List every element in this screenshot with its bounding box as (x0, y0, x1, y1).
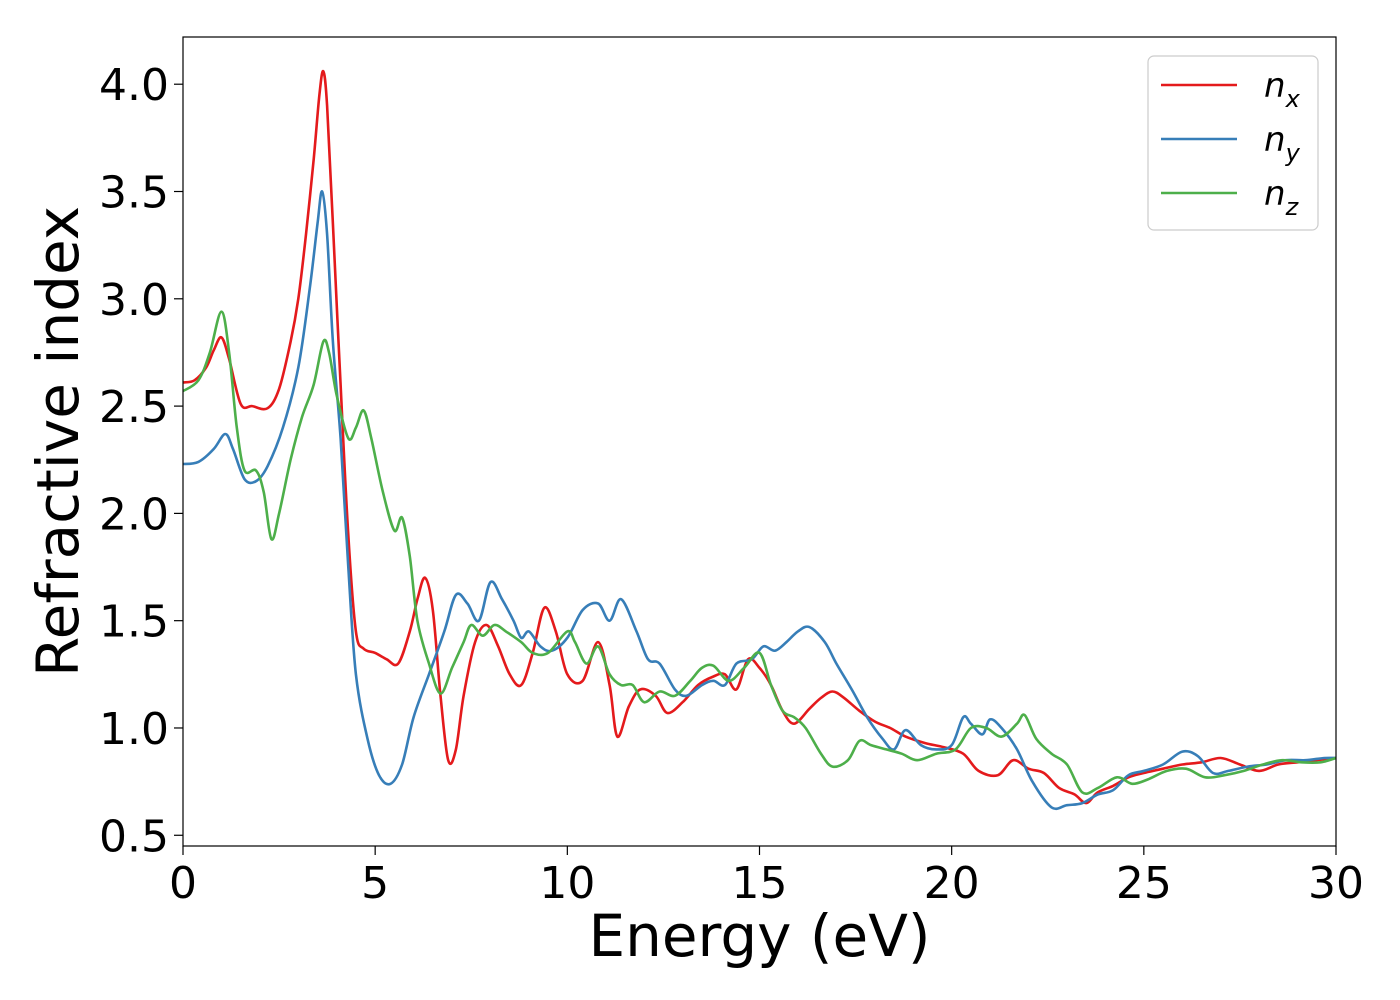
y-tick-label: 3.5 (99, 168, 169, 219)
x-tick-label: 5 (361, 858, 389, 909)
legend-label-subscript: z (1285, 193, 1300, 221)
y-tick-label: 4.0 (99, 60, 169, 111)
legend-box (1147, 55, 1319, 231)
x-tick-label: 10 (539, 858, 595, 909)
legend-label-x: nx (1264, 66, 1301, 113)
series-line-z (183, 310, 1336, 796)
legend-label-subscript: y (1285, 139, 1301, 167)
x-tick-label: 0 (169, 858, 197, 909)
y-tick-label: 1.0 (99, 704, 169, 755)
legend-label-base: n (1264, 66, 1286, 106)
y-tick-label: 0.5 (99, 811, 169, 862)
legend-label-y: ny (1264, 120, 1301, 167)
y-tick-label: 2.5 (99, 382, 169, 433)
y-tick-label: 1.5 (99, 597, 169, 648)
legend-label-subscript: x (1285, 85, 1301, 113)
x-tick-label: 15 (732, 858, 788, 909)
x-tick-label: 25 (1116, 858, 1172, 909)
legend-label-z: nz (1264, 174, 1300, 221)
legend-label-base: n (1264, 120, 1286, 160)
x-tick-label: 20 (924, 858, 980, 909)
legend-label-base: n (1264, 174, 1286, 214)
x-axis-label: Energy (eV) (588, 902, 930, 970)
y-axis-label: Refractive index (24, 206, 92, 677)
series-layer (183, 69, 1336, 811)
y-tick-label: 3.0 (99, 275, 169, 326)
series-line-x (183, 69, 1336, 805)
series-line-y (183, 190, 1336, 811)
x-axis: 0 5 10 15 20 25 30 (169, 846, 1364, 909)
y-axis: 0.5 1.0 1.5 2.0 2.5 3.0 3.5 4.0 (99, 60, 183, 862)
x-tick-label: 30 (1308, 858, 1364, 909)
y-tick-label: 2.0 (99, 489, 169, 540)
